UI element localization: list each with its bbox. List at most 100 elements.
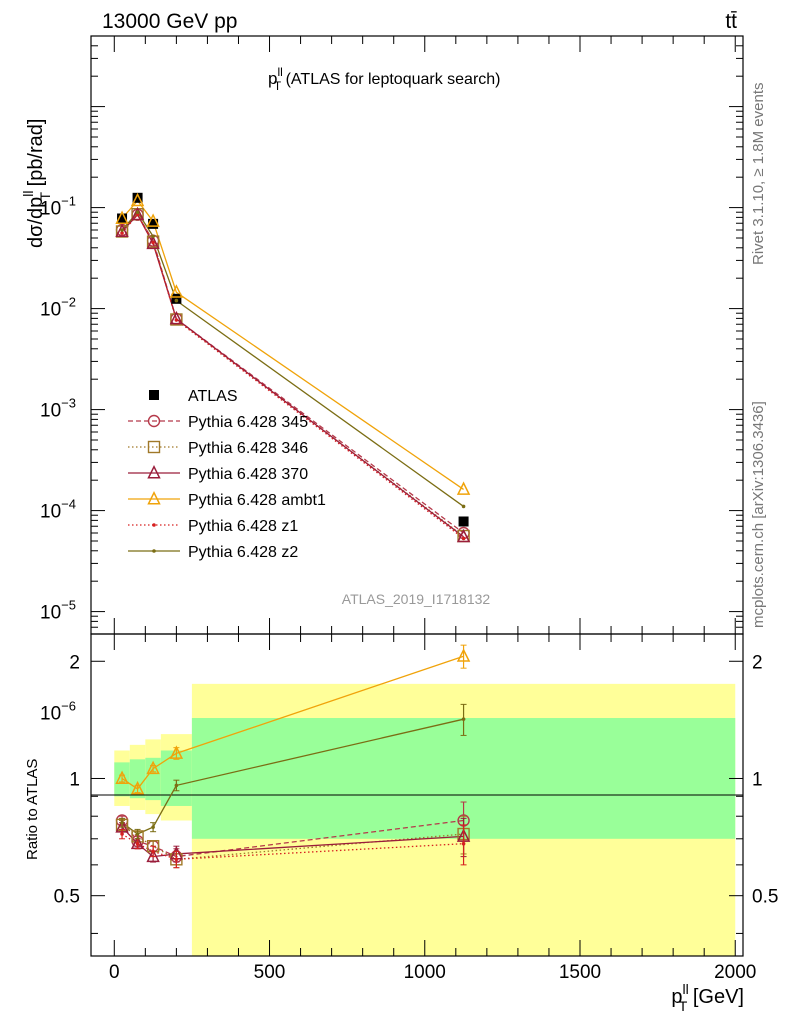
ratio-xtick-label: 500 bbox=[254, 962, 286, 983]
ratio-xtick-label: 1500 bbox=[559, 962, 601, 983]
ratio-ylabel: Ratio to ATLAS bbox=[24, 759, 41, 860]
main-panel: 10−610−510−410−310−210−1 pll T (ATLAS for… bbox=[20, 35, 744, 725]
band-green-2 bbox=[145, 757, 161, 801]
main-point-4-4 bbox=[456, 481, 471, 495]
ratio-point-4-2 bbox=[151, 849, 155, 854]
ratio-ytick-label-right: 2 bbox=[752, 652, 763, 673]
main-line-6 bbox=[121, 211, 464, 507]
ratio-ytick-label-right: 0.5 bbox=[752, 887, 778, 908]
main-point-6-0 bbox=[120, 228, 124, 232]
ratio-ytick-label: 1 bbox=[69, 769, 80, 790]
band-green-1 bbox=[129, 759, 146, 799]
ratio-point-5-0 bbox=[120, 820, 124, 825]
xlabel-sub: T bbox=[679, 998, 688, 1014]
xlabel-rest: [GeV] bbox=[687, 986, 744, 1008]
legend-marker-2 bbox=[147, 440, 161, 454]
ratio-point-5-4 bbox=[461, 717, 466, 721]
main-point-4-2 bbox=[146, 213, 160, 227]
legend: ATLAS Pythia 6.428 345 Pythia 6.428 346 Pyt… bbox=[128, 388, 326, 561]
ratio-point-4-1 bbox=[135, 841, 140, 846]
main-ytick-label: 10−2 bbox=[40, 295, 76, 321]
main-point-3-3 bbox=[169, 310, 184, 325]
title-rest: (ATLAS for leptoquark search) bbox=[281, 71, 500, 88]
main-point-6-4 bbox=[461, 504, 466, 509]
xlabel-sup: ll bbox=[683, 981, 689, 997]
main-line-5 bbox=[121, 213, 464, 539]
main-ytick-label: 10−4 bbox=[40, 497, 76, 523]
ylabel-sub: T bbox=[37, 191, 53, 200]
legend-label-1: Pythia 6.428 345 bbox=[188, 414, 308, 431]
main-ticks: 10−6 10−5 10−4 10−3 10−2 10−1 bbox=[40, 35, 743, 725]
legend-marker-1 bbox=[147, 414, 161, 428]
legend-label-5: Pythia 6.428 z1 bbox=[188, 518, 298, 535]
legend-label-3: Pythia 6.428 370 bbox=[188, 466, 308, 483]
main-point-5-4 bbox=[461, 536, 466, 541]
ratio-uncertainty-bands bbox=[114, 683, 736, 956]
main-ytick-label: 10−5 bbox=[40, 598, 76, 624]
main-point-5-2 bbox=[151, 240, 155, 245]
main-point-6-2 bbox=[151, 234, 155, 239]
main-series-markers bbox=[115, 192, 471, 543]
main-line-1 bbox=[121, 213, 464, 534]
ratio-xtick-label: 0 bbox=[109, 962, 120, 983]
ratio-point-2-2 bbox=[146, 848, 160, 863]
main-point-5-3 bbox=[174, 318, 179, 322]
header-right: tt̄ bbox=[725, 10, 737, 33]
legend-marker-0 bbox=[149, 390, 159, 400]
ylabel-sup: ll bbox=[20, 190, 36, 196]
main-point-5-1 bbox=[135, 212, 140, 217]
ratio-series-markers bbox=[115, 644, 471, 869]
legend-marker-4 bbox=[147, 490, 161, 505]
legend-marker-6 bbox=[152, 549, 156, 553]
ylabel-rest: [pb/rad] bbox=[25, 119, 47, 192]
main-point-6-3 bbox=[174, 298, 179, 303]
main-ytick-label: 10−1 bbox=[40, 194, 76, 220]
legend-label-2: Pythia 6.428 346 bbox=[188, 440, 308, 457]
ratio-point-3-4 bbox=[456, 648, 471, 662]
main-point-0-1 bbox=[132, 192, 143, 203]
main-line-3 bbox=[121, 213, 464, 538]
legend-label-6: Pythia 6.428 z2 bbox=[188, 544, 298, 561]
ratio-ticks: 0 500 1000 1500 2000 0.5 0.5 1 1 2 2 bbox=[54, 634, 778, 983]
legend-label-0: ATLAS bbox=[188, 388, 238, 405]
analysis-id: ATLAS_2019_I1718132 bbox=[342, 591, 491, 607]
main-title: pll T (ATLAS for leptoquark search) bbox=[268, 65, 501, 93]
legend-marker-3 bbox=[147, 464, 161, 479]
ratio-ytick-label: 2 bbox=[69, 652, 80, 673]
main-point-0-2 bbox=[148, 218, 159, 229]
ratio-frame bbox=[90, 633, 744, 957]
main-line-2 bbox=[121, 213, 464, 537]
main-point-4-3 bbox=[169, 284, 184, 298]
title-sub: T bbox=[274, 79, 282, 93]
ratio-point-3-1 bbox=[130, 780, 145, 795]
ratio-point-3-0 bbox=[115, 770, 129, 784]
main-point-4-1 bbox=[130, 192, 145, 207]
ratio-ytick-label: 0.5 bbox=[54, 887, 80, 908]
legend-label-4: Pythia 6.428 ambt1 bbox=[188, 492, 326, 509]
main-point-0-0 bbox=[117, 213, 128, 224]
ratio-xtick-label: 1000 bbox=[404, 962, 446, 983]
main-point-3-2 bbox=[146, 235, 160, 250]
ratio-point-4-4 bbox=[461, 841, 466, 846]
main-point-3-0 bbox=[115, 223, 129, 237]
main-ytick-label: 10−6 bbox=[40, 699, 76, 725]
ratio-xtick-label: 2000 bbox=[714, 962, 756, 983]
main-point-3-1 bbox=[130, 206, 145, 221]
ratio-point-3-3 bbox=[169, 745, 184, 759]
xlabel-main: p bbox=[671, 986, 682, 1008]
ratio-point-4-0 bbox=[120, 832, 124, 836]
main-ylabel: dσ/dpllT [pb/rad] bbox=[20, 119, 53, 248]
main-ytick-label: 10−3 bbox=[40, 396, 76, 422]
main-point-0-4 bbox=[458, 516, 469, 527]
ratio-point-3-2 bbox=[146, 760, 160, 775]
title-sup: ll bbox=[277, 65, 282, 79]
rivet-label: Rivet 3.1.10, ≥ 1.8M events bbox=[750, 83, 767, 266]
x-axis-label: pll T [GeV] bbox=[671, 981, 744, 1014]
main-point-3-4 bbox=[456, 528, 471, 543]
main-point-5-0 bbox=[120, 231, 124, 235]
ratio-point-5-2 bbox=[151, 825, 155, 829]
title-main: p bbox=[268, 69, 277, 88]
main-point-6-1 bbox=[135, 210, 140, 215]
legend-marker-5 bbox=[152, 523, 156, 527]
